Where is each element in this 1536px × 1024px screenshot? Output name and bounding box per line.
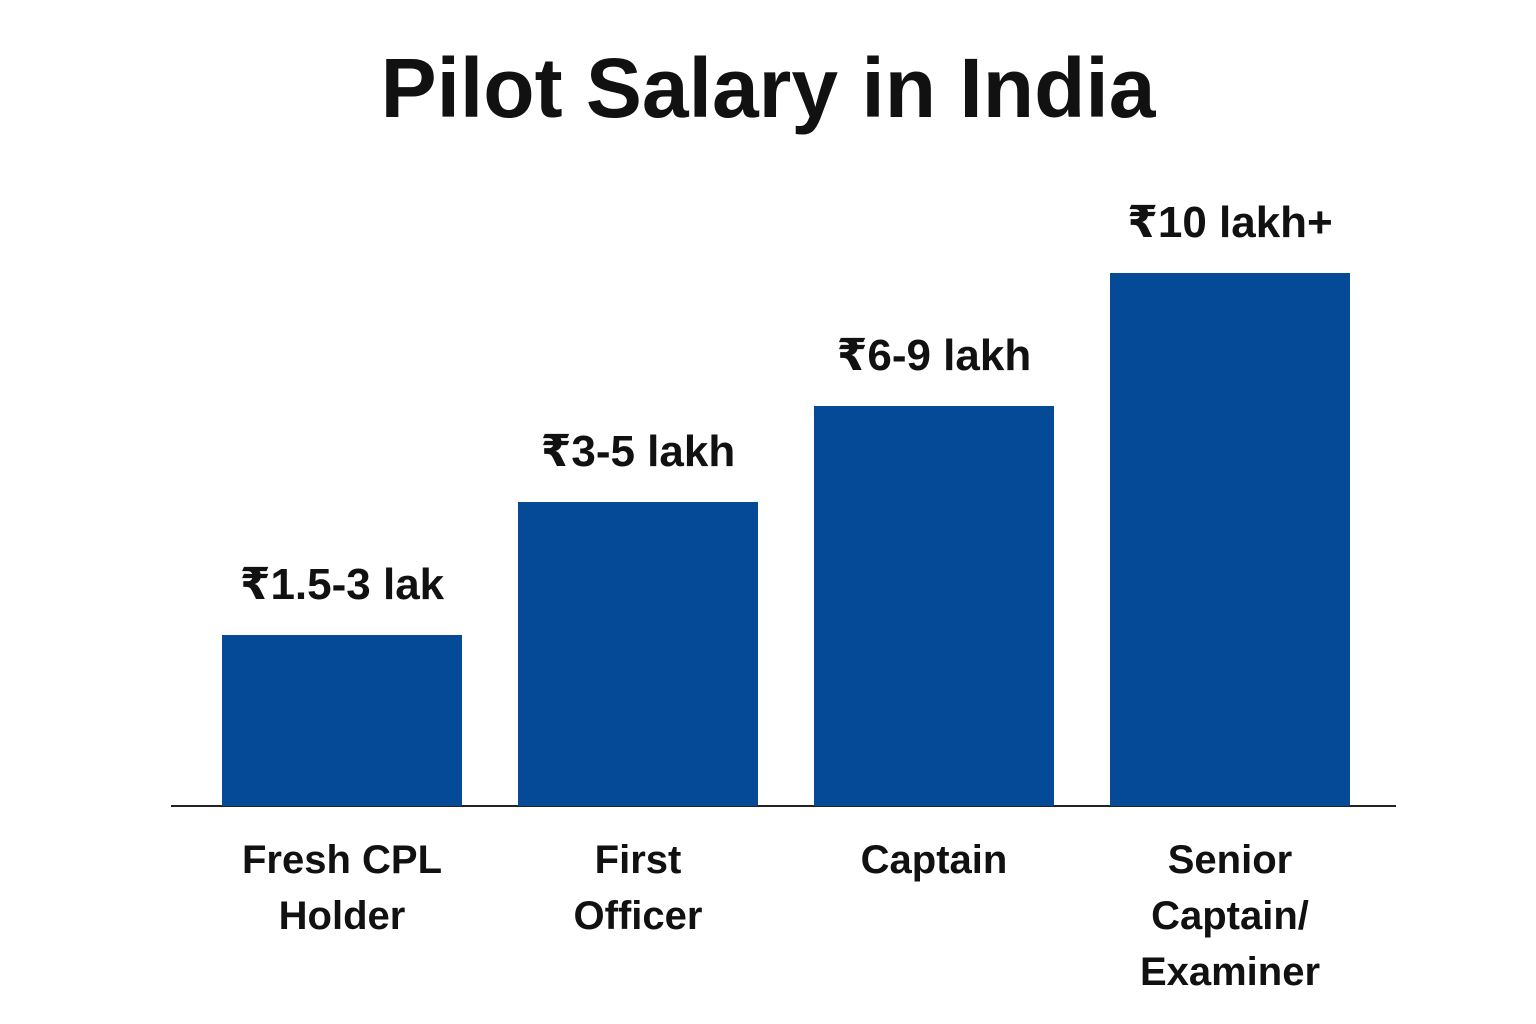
bar: [222, 635, 462, 806]
x-tick-label: Fresh CPL Holder: [241, 838, 443, 938]
chart-title: Pilot Salary in India: [380, 41, 1156, 135]
bar: [814, 406, 1054, 806]
bar: [1110, 273, 1350, 806]
x-axis-line: [171, 805, 1396, 807]
data-label: ₹6-9 lakh: [836, 331, 1032, 381]
x-tick-label: Senior Captain/ Examiner: [1139, 838, 1321, 994]
x-tick-label: First Officer: [573, 838, 703, 938]
x-tick-label: Captain: [860, 838, 1008, 882]
data-label: ₹1.5-3 lak: [239, 560, 445, 610]
data-label: ₹3-5 lakh: [540, 427, 736, 477]
data-label: ₹10 lakh+: [1127, 198, 1333, 247]
bar: [518, 502, 758, 806]
